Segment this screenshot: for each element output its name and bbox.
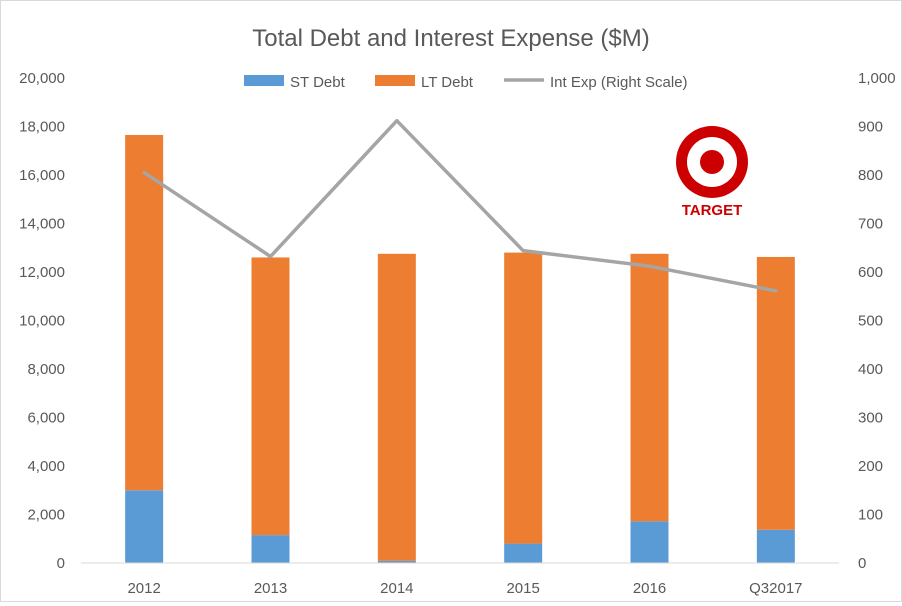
legend-label-lt-debt: LT Debt [421, 74, 474, 91]
right-axis-tick-label: 200 [858, 458, 883, 475]
x-axis-tick-label: Q32017 [749, 580, 802, 597]
left-axis-tick-label: 6,000 [27, 410, 65, 427]
left-axis-tick-label: 2,000 [27, 507, 65, 524]
bar-lt-debt [125, 134, 164, 491]
left-axis-ticks: 0 2,000 4,000 6,000 8,000 10,000 12,000 14,000 1… [19, 70, 65, 572]
left-axis-tick-label: 16,000 [19, 167, 65, 184]
left-axis-tick-label: 14,000 [19, 216, 65, 233]
bar-st-debt [377, 560, 416, 563]
right-axis-ticks: 0 100 200 300 400 500 600 700 800 900 1,000 [858, 70, 896, 572]
right-axis-tick-label: 700 [858, 216, 883, 233]
line-series [142, 118, 778, 293]
right-axis-tick-label: 300 [858, 410, 883, 427]
right-axis-tick-label: 600 [858, 264, 883, 281]
chart-title: Total Debt and Interest Expense ($M) [252, 25, 650, 52]
right-axis-tick-label: 400 [858, 361, 883, 378]
right-axis-tick-label: 100 [858, 507, 883, 524]
left-axis-tick-label: 10,000 [19, 313, 65, 330]
left-axis-tick-label: 20,000 [19, 70, 65, 87]
left-axis-tick-label: 18,000 [19, 119, 65, 136]
bar-lt-debt [377, 253, 416, 561]
legend-label-st-debt: ST Debt [290, 74, 346, 91]
legend-label-int-exp: Int Exp (Right Scale) [550, 74, 688, 91]
right-axis-tick-label: 800 [858, 167, 883, 184]
chart-legend: ST Debt LT Debt Int Exp (Right Scale) [244, 74, 688, 91]
x-axis-tick-label: 2012 [127, 580, 160, 597]
bar-series [125, 134, 795, 563]
legend-swatch-st-debt [244, 75, 284, 86]
left-axis-tick-label: 12,000 [19, 264, 65, 281]
left-axis-tick-label: 8,000 [27, 361, 65, 378]
bar-st-debt [630, 521, 669, 563]
x-axis-tick-label: 2013 [254, 580, 287, 597]
right-axis-tick-label: 900 [858, 119, 883, 136]
x-axis-labels: 2012 2013 2014 2015 2016 Q32017 [127, 580, 802, 597]
right-axis-tick-label: 1,000 [858, 70, 896, 87]
bar-st-debt [125, 490, 164, 563]
left-axis-tick-label: 4,000 [27, 458, 65, 475]
bar-st-debt [251, 535, 290, 563]
bar-lt-debt [756, 256, 795, 530]
x-axis-tick-label: 2014 [380, 580, 413, 597]
right-axis-tick-label: 0 [858, 555, 866, 572]
line-int-exp [142, 118, 778, 293]
x-axis-tick-label: 2016 [633, 580, 666, 597]
x-axis-tick-label: 2015 [506, 580, 539, 597]
bar-lt-debt [251, 257, 290, 536]
bar-st-debt [504, 543, 543, 563]
legend-swatch-lt-debt [375, 75, 415, 86]
bar-lt-debt [630, 253, 669, 522]
bar-lt-debt [504, 252, 543, 544]
logo-wordmark: TARGET [682, 202, 743, 219]
right-axis-tick-label: 500 [858, 313, 883, 330]
left-axis-tick-label: 0 [57, 555, 65, 572]
target-logo-icon: TARGET [676, 126, 748, 219]
bar-st-debt [756, 529, 795, 563]
